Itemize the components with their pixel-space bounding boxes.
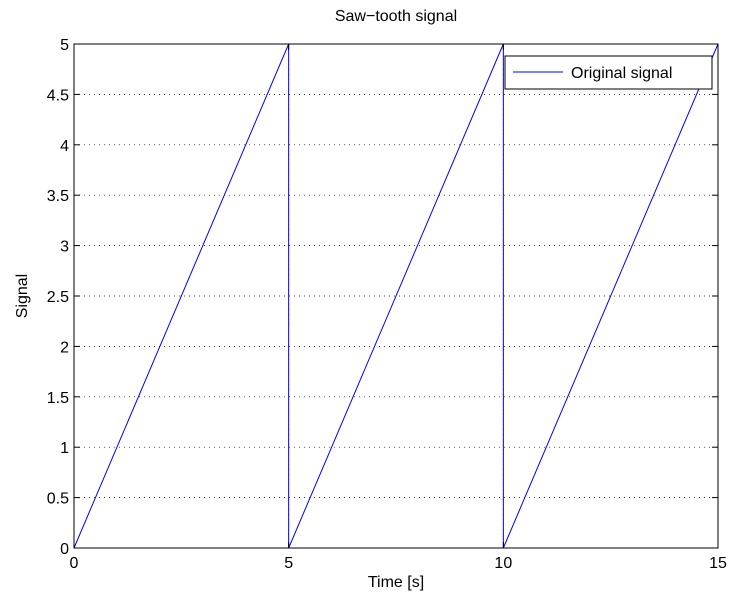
x-tick-label: 10 bbox=[494, 555, 512, 572]
x-tick-label: 15 bbox=[709, 555, 727, 572]
y-tick-label: 0.5 bbox=[47, 491, 69, 508]
y-axis-label: Signal bbox=[14, 274, 31, 318]
y-tick-label: 2 bbox=[60, 339, 69, 356]
legend-label-original-signal: Original signal bbox=[571, 65, 672, 82]
y-tick-labels: 0 0.5 1 1.5 2 2.5 3 3.5 4 4.5 5 bbox=[47, 37, 69, 558]
axis-ticks bbox=[73, 43, 719, 549]
y-tick-label: 3.5 bbox=[47, 188, 69, 205]
chart-title: Saw−tooth signal bbox=[335, 8, 457, 25]
x-tick-label: 5 bbox=[284, 555, 293, 572]
y-tick-label: 2.5 bbox=[47, 289, 69, 306]
legend: Original signal bbox=[504, 55, 713, 90]
y-tick-label: 4 bbox=[60, 138, 69, 155]
series-line-original-signal bbox=[73, 43, 719, 549]
y-tick-label: 1.5 bbox=[47, 390, 69, 407]
x-tick-label: 0 bbox=[70, 555, 79, 572]
y-tick-label: 3 bbox=[60, 239, 69, 256]
y-tick-label: 4.5 bbox=[47, 87, 69, 104]
y-tick-label: 1 bbox=[60, 440, 69, 457]
y-tick-label: 5 bbox=[60, 37, 69, 54]
x-axis-label: Time [s] bbox=[368, 574, 424, 591]
x-tick-labels: 0 5 10 15 bbox=[70, 555, 727, 572]
y-tick-label: 0 bbox=[60, 541, 69, 558]
series-layer bbox=[73, 43, 719, 549]
